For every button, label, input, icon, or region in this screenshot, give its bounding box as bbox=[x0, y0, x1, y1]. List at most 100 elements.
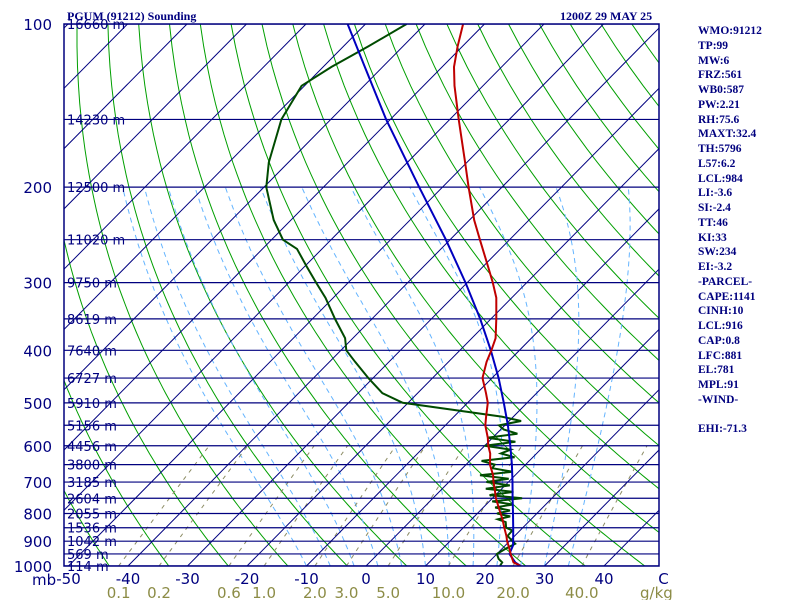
height-label: 14230 m bbox=[67, 113, 125, 128]
mixing-ratio-label: 1.0 bbox=[252, 584, 276, 600]
moist-adiabat bbox=[567, 187, 631, 566]
plot-frame bbox=[63, 23, 660, 567]
temperature-tick-label: -20 bbox=[235, 570, 260, 588]
height-label: 5910 m bbox=[67, 397, 117, 412]
index-item: CINH:10 bbox=[698, 305, 744, 318]
index-item bbox=[698, 408, 762, 423]
temperature-tick-label: -50 bbox=[56, 570, 81, 588]
height-label: 12500 m bbox=[67, 181, 125, 196]
isotherm bbox=[246, 147, 659, 566]
isotherm bbox=[306, 208, 659, 566]
temperature-tick-label: C bbox=[658, 570, 668, 588]
index-item: -PARCEL- bbox=[698, 275, 753, 288]
height-label: 3800 m bbox=[67, 459, 117, 474]
temperature-tick-label: -10 bbox=[294, 570, 319, 588]
index-item: WB0:587 bbox=[698, 84, 744, 96]
stability-indices-panel: WMO:91212 TP:99 MW:6 FRZ:561 WB0:587 PW:2.21 R… bbox=[698, 24, 762, 437]
mixing-ratio-line bbox=[387, 445, 466, 566]
index-item: LFC:881 bbox=[698, 349, 743, 362]
isotherm bbox=[544, 449, 659, 566]
isotherm bbox=[64, 24, 247, 210]
dry-adiabat bbox=[353, 24, 659, 447]
pressure-tick-label: 600 bbox=[23, 438, 52, 456]
index-item: EI:-3.2 bbox=[698, 261, 733, 273]
height-label: 1536 m bbox=[67, 522, 117, 537]
mixing-ratio-line bbox=[118, 445, 210, 566]
height-label: 7640 m bbox=[67, 344, 117, 359]
pressure-tick-label: 1000 bbox=[14, 558, 52, 576]
moist-adiabat bbox=[350, 186, 475, 566]
index-item: FRZ:561 bbox=[698, 69, 743, 82]
height-label: 11020 m bbox=[67, 234, 125, 249]
pressure-tick-label: 800 bbox=[23, 505, 52, 523]
parcel-path bbox=[346, 24, 522, 566]
mixing-ratio-label: 3.0 bbox=[335, 584, 359, 600]
pressure-tick-label: 900 bbox=[23, 533, 52, 551]
isotherm bbox=[484, 389, 659, 566]
temperature-tick-label: -30 bbox=[175, 570, 200, 588]
isotherm bbox=[64, 24, 188, 150]
mixing-ratio-line bbox=[346, 445, 426, 566]
dry-adiabat bbox=[230, 24, 587, 566]
mixing-ratio-label: 0.6 bbox=[217, 584, 241, 600]
valid-time: 1200Z 29 MAY 25 bbox=[560, 9, 653, 23]
isotherm bbox=[68, 24, 604, 566]
dry-adiabat bbox=[64, 237, 229, 566]
index-item: EL:781 bbox=[698, 364, 735, 377]
pressure-tick-label: 300 bbox=[23, 275, 52, 293]
sounding-profiles bbox=[265, 24, 523, 566]
index-item: WMO:91212 bbox=[698, 25, 762, 37]
dry-adiabat bbox=[76, 24, 289, 566]
dry-adiabat bbox=[0, 24, 57, 578]
dewpoint-profile bbox=[265, 24, 523, 566]
dry-adiabat bbox=[261, 24, 646, 566]
dry-adiabat bbox=[477, 24, 659, 277]
index-item: TP:99 bbox=[698, 39, 729, 52]
index-item: PW:2.21 bbox=[698, 98, 740, 111]
index-item: EHI:-71.3 bbox=[698, 423, 747, 436]
height-label: 3185 m bbox=[67, 476, 117, 491]
index-item: TH:5796 bbox=[698, 143, 742, 155]
height-label: 2604 m bbox=[67, 492, 117, 507]
pressure-axis-label: mb bbox=[32, 571, 56, 589]
isotherm bbox=[64, 24, 366, 331]
moist-adiabat bbox=[194, 187, 379, 566]
pressure-tick-label: 400 bbox=[23, 342, 52, 360]
index-item: SI:-2.4 bbox=[698, 202, 731, 214]
temperature-tick-label: 10 bbox=[416, 570, 435, 588]
height-label: 6727 m bbox=[67, 372, 117, 387]
dry-adiabat bbox=[169, 24, 468, 566]
index-item: RH:75.6 bbox=[698, 113, 740, 126]
isotherm bbox=[187, 87, 659, 566]
index-item: KI:33 bbox=[698, 231, 727, 244]
pressure-tick-label: 200 bbox=[23, 179, 52, 197]
temperature-tick-label: 0 bbox=[361, 570, 371, 588]
dry-adiabat bbox=[384, 24, 659, 404]
index-item: L57:6.2 bbox=[698, 157, 736, 170]
pressure-tick-label: 700 bbox=[23, 474, 52, 492]
index-item: LI:-3.6 bbox=[698, 187, 733, 200]
height-label: 2055 m bbox=[67, 507, 117, 522]
height-label: 9750 m bbox=[67, 277, 117, 292]
dry-adiabat bbox=[569, 24, 659, 151]
dry-adiabat bbox=[323, 24, 659, 490]
index-item: SW:234 bbox=[698, 246, 737, 259]
index-item: CAPE:1141 bbox=[698, 290, 756, 303]
dry-adiabat bbox=[64, 489, 110, 566]
dry-adiabat bbox=[446, 24, 659, 319]
index-item: TT:46 bbox=[698, 216, 728, 229]
isotherm bbox=[64, 24, 307, 270]
index-item: LCL:916 bbox=[698, 320, 743, 332]
dry-adiabat bbox=[786, 24, 800, 578]
temperature-tick-label: 30 bbox=[535, 570, 554, 588]
temperature-tick-label: 20 bbox=[475, 570, 494, 588]
background-grid bbox=[0, 24, 800, 578]
isotherm bbox=[0, 24, 9, 566]
isotherm bbox=[365, 268, 659, 566]
mixing-ratio-label: 10.0 bbox=[432, 584, 465, 600]
index-item: CAP:0.8 bbox=[698, 334, 740, 347]
mixing-ratio-unit: g/kg bbox=[640, 584, 673, 600]
index-item: MW:6 bbox=[698, 54, 730, 67]
mixing-ratio-label: 20.0 bbox=[496, 584, 529, 600]
